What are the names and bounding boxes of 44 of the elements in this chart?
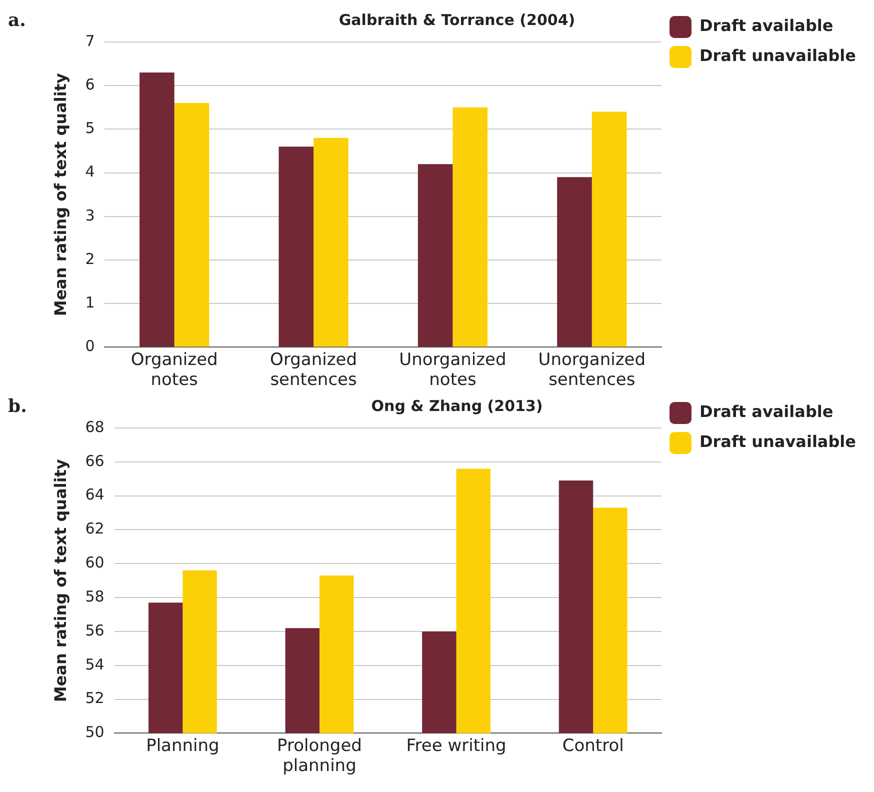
x-tick-label: Control: [562, 736, 624, 756]
text: b.: [8, 396, 27, 417]
y-tick-label: 54: [85, 655, 104, 674]
chart-title: Ong & Zhang (2013): [371, 396, 543, 415]
y-tick-label: 66: [85, 452, 104, 470]
y-axis-title: Mean rating of text quality: [50, 458, 70, 702]
y-tick-label: 52: [85, 689, 104, 708]
y-tick-label: 3: [85, 206, 95, 224]
bar: [592, 112, 627, 347]
y-tick-label: 64: [85, 486, 104, 504]
y-tick-label: 4: [85, 162, 95, 181]
bar: [418, 164, 453, 347]
y-tick-label: 58: [85, 587, 104, 606]
legend-label: Draft available: [700, 402, 834, 422]
legend-label: Draft unavailable: [700, 432, 856, 452]
y-tick-label: 5: [85, 119, 95, 138]
bar: [174, 103, 210, 347]
y-axis-title: Mean rating of text quality: [50, 72, 70, 316]
y-tick-label: 62: [85, 520, 104, 538]
bar: [314, 138, 348, 347]
y-tick-label: 68: [85, 418, 104, 436]
y-tick-label: 50: [85, 723, 104, 742]
legend-label: Draft unavailable: [700, 46, 856, 66]
y-tick-label: 2: [85, 250, 95, 268]
y-tick-label: 7: [85, 32, 95, 50]
legend-label: Draft available: [700, 16, 834, 36]
x-tick-label: Free writing: [406, 736, 506, 756]
y-tick-label: 1: [85, 293, 95, 312]
x-tick-label: Unorganized notes: [399, 350, 506, 390]
y-tick-label: 56: [85, 621, 104, 640]
x-tick-label: Planning: [146, 736, 220, 756]
x-tick-label: Organized notes: [130, 350, 218, 390]
chart-title: Galbraith & Torrance (2004): [338, 10, 576, 29]
bar: [278, 146, 314, 347]
y-tick-label: 6: [85, 75, 95, 94]
x-tick-label: Prolonged planning: [277, 736, 362, 776]
x-tick-label: Unorganized sentences: [538, 350, 646, 390]
bar: [452, 107, 488, 347]
bar: [557, 177, 592, 347]
text: a.: [8, 10, 26, 31]
x-tick-label: Organized sentences: [270, 350, 358, 390]
bar: [140, 72, 174, 347]
y-tick-label: 0: [85, 337, 95, 356]
y-tick-label: 60: [85, 554, 104, 572]
